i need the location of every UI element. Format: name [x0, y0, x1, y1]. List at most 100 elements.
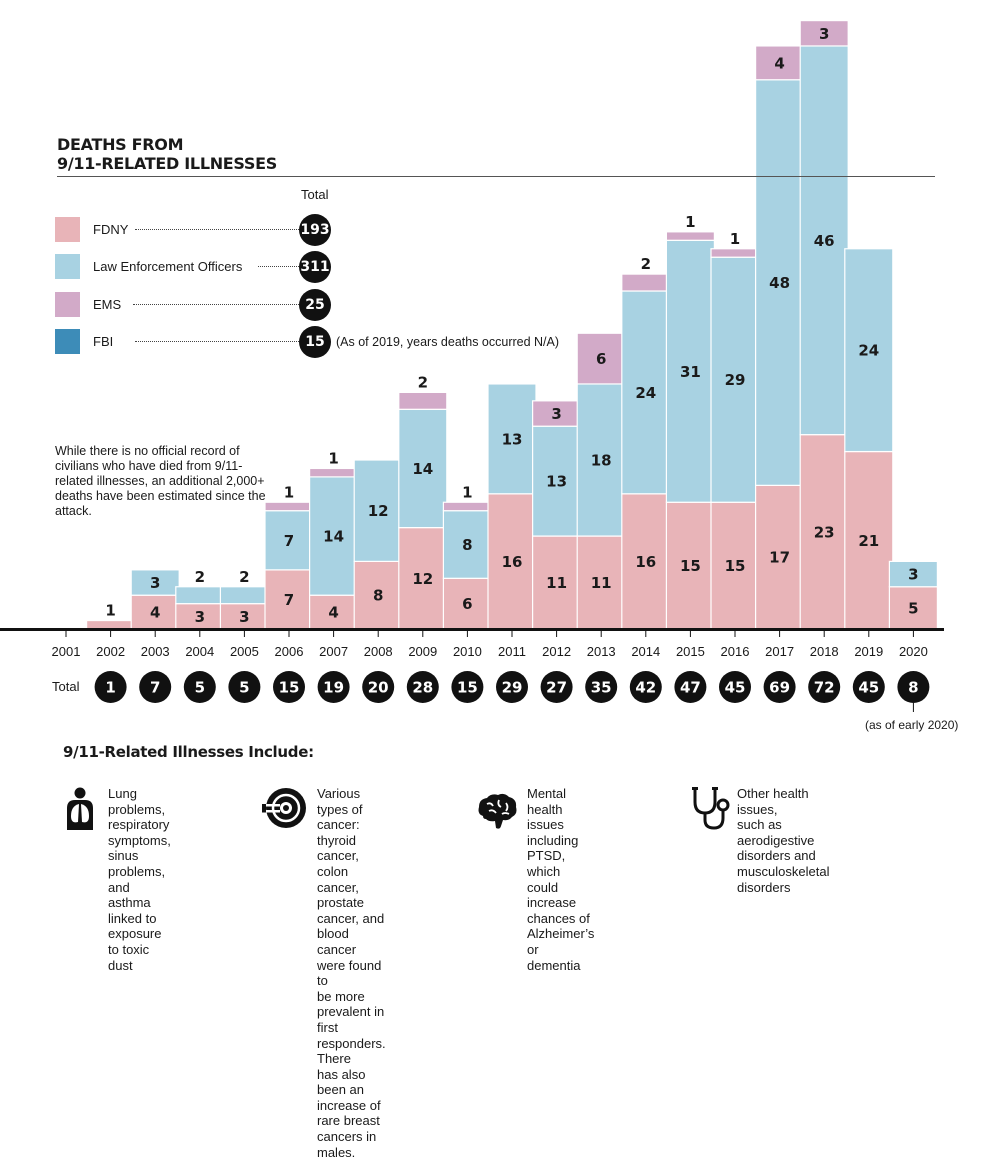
bar-value-label: 3 — [195, 608, 205, 626]
legend-item-law-enforcement: Law Enforcement Officers 311 — [55, 251, 335, 283]
total-label: 72 — [814, 679, 835, 697]
bar-segment — [398, 391, 448, 410]
bar-value-label: 7 — [284, 532, 294, 550]
bar-value-label: 46 — [814, 232, 835, 250]
illness-text-cancer: Various types of cancer: thyroid cancer,… — [317, 786, 386, 1160]
x-tick-label: 2015 — [676, 644, 705, 659]
total-badge — [139, 671, 172, 703]
legend-total-fbi: 15 — [299, 326, 331, 358]
bar-segment — [576, 332, 626, 385]
bar-value-label: 2 — [195, 568, 205, 586]
total-badge — [183, 671, 216, 703]
bar-value-label: 23 — [814, 523, 835, 541]
x-tick-label: 2016 — [721, 644, 750, 659]
total-badge — [585, 671, 618, 703]
text-line: cancers in males. — [317, 1129, 377, 1160]
legend-label-law-enforcement: Law Enforcement Officers — [93, 259, 243, 274]
legend-swatch-fbi — [55, 329, 80, 354]
bar-value-label: 18 — [591, 452, 612, 470]
bar-value-label: 29 — [725, 371, 746, 389]
legend-item-fdny: FDNY 193 — [55, 214, 335, 246]
bar-segment — [353, 560, 403, 630]
bar-segment — [710, 256, 760, 503]
lungs-icon — [67, 787, 93, 830]
text-line: Other health issues, — [737, 786, 809, 817]
total-label: 15 — [457, 679, 478, 697]
bar-segment — [487, 493, 537, 630]
x-tick-label: 2012 — [542, 644, 571, 659]
total-label: 8 — [908, 679, 918, 697]
total-badge — [317, 671, 350, 703]
bar-segment — [309, 467, 359, 478]
legend-leader — [133, 304, 301, 305]
illness-text-other: Other health issues, such as aerodigesti… — [737, 786, 830, 895]
legend-swatch-ems — [55, 292, 80, 317]
legend-swatch-law-enforcement — [55, 254, 80, 279]
total-label: 1 — [105, 679, 115, 697]
legend-total-header: Total — [301, 187, 329, 202]
legend-label-fbi: FBI — [93, 334, 114, 349]
bar-value-label: 5 — [908, 599, 918, 617]
x-tick-label: 2013 — [587, 644, 616, 659]
bar-value-label: 3 — [150, 574, 160, 592]
bar-value-label: 17 — [769, 549, 790, 567]
total-badge — [496, 671, 528, 703]
total-badge — [451, 671, 484, 703]
total-row-label: Total — [52, 679, 80, 694]
text-line: disorders and — [737, 848, 816, 864]
text-line: Lung problems, — [108, 786, 166, 817]
bar-segment — [398, 408, 448, 529]
text-line: or dementia — [527, 941, 581, 973]
x-tick-label: 2010 — [453, 644, 482, 659]
brain-icon — [478, 793, 517, 829]
total-label: 35 — [591, 679, 612, 697]
x-tick-label: 2018 — [810, 644, 839, 659]
bar-segment — [130, 569, 180, 596]
illnesses-heading: 9/11-Related Illnesses Include: — [63, 743, 314, 761]
bar-value-label: 16 — [635, 553, 656, 571]
text-line: sinus problems, and — [108, 848, 166, 895]
total-badge — [228, 671, 261, 703]
total-label: 45 — [858, 679, 879, 697]
text-line: disorders — [737, 879, 791, 895]
total-badge — [273, 671, 305, 703]
total-badge — [629, 671, 662, 703]
chart-title-line-2: 9/11-RELATED ILLNESSES — [57, 154, 278, 173]
bar-value-label: 1 — [730, 230, 740, 248]
total-badge — [406, 671, 439, 703]
bar-segment — [264, 510, 314, 571]
legend-total-ems: 25 — [299, 289, 331, 321]
text-line: Various types of — [317, 786, 363, 817]
total-badge — [897, 671, 930, 703]
total-label: 20 — [368, 679, 389, 697]
text-line: including PTSD, which — [527, 832, 579, 879]
text-line: respiratory symptoms, — [108, 817, 171, 848]
bar-segment — [710, 501, 760, 630]
total-badge — [852, 671, 885, 703]
text-line: be more prevalent in — [317, 988, 385, 1020]
bar-segment — [442, 510, 492, 579]
x-tick-label: 2020 — [899, 644, 928, 659]
bar-segment — [754, 484, 805, 630]
bar-segment — [844, 248, 894, 453]
bar-value-label: 13 — [502, 430, 523, 448]
total-label: 15 — [279, 679, 300, 697]
bar-value-label: 4 — [150, 604, 160, 622]
stacked-bar-chart: 2001120021432003732200453220055771200615… — [0, 20, 944, 712]
text-line: first responders. There — [317, 1019, 386, 1067]
bar-segment — [175, 586, 225, 605]
bar-segment — [264, 501, 314, 512]
total-badge — [94, 671, 127, 703]
bar-value-label: 6 — [596, 350, 606, 368]
bar-segment — [665, 231, 716, 241]
text-line: Mental health issues — [527, 786, 567, 833]
legend-total-law-enforcement: 311 — [299, 251, 331, 283]
bar-value-label: 14 — [323, 528, 344, 546]
x-tick-label: 2011 — [498, 644, 526, 659]
total-badge — [674, 671, 707, 703]
bar-value-label: 13 — [546, 473, 567, 491]
early-2020-note: (as of early 2020) — [865, 718, 959, 732]
bar-value-label: 11 — [546, 574, 567, 592]
bar-value-label: 31 — [680, 363, 701, 381]
text-line: cancer were found to — [317, 941, 382, 989]
